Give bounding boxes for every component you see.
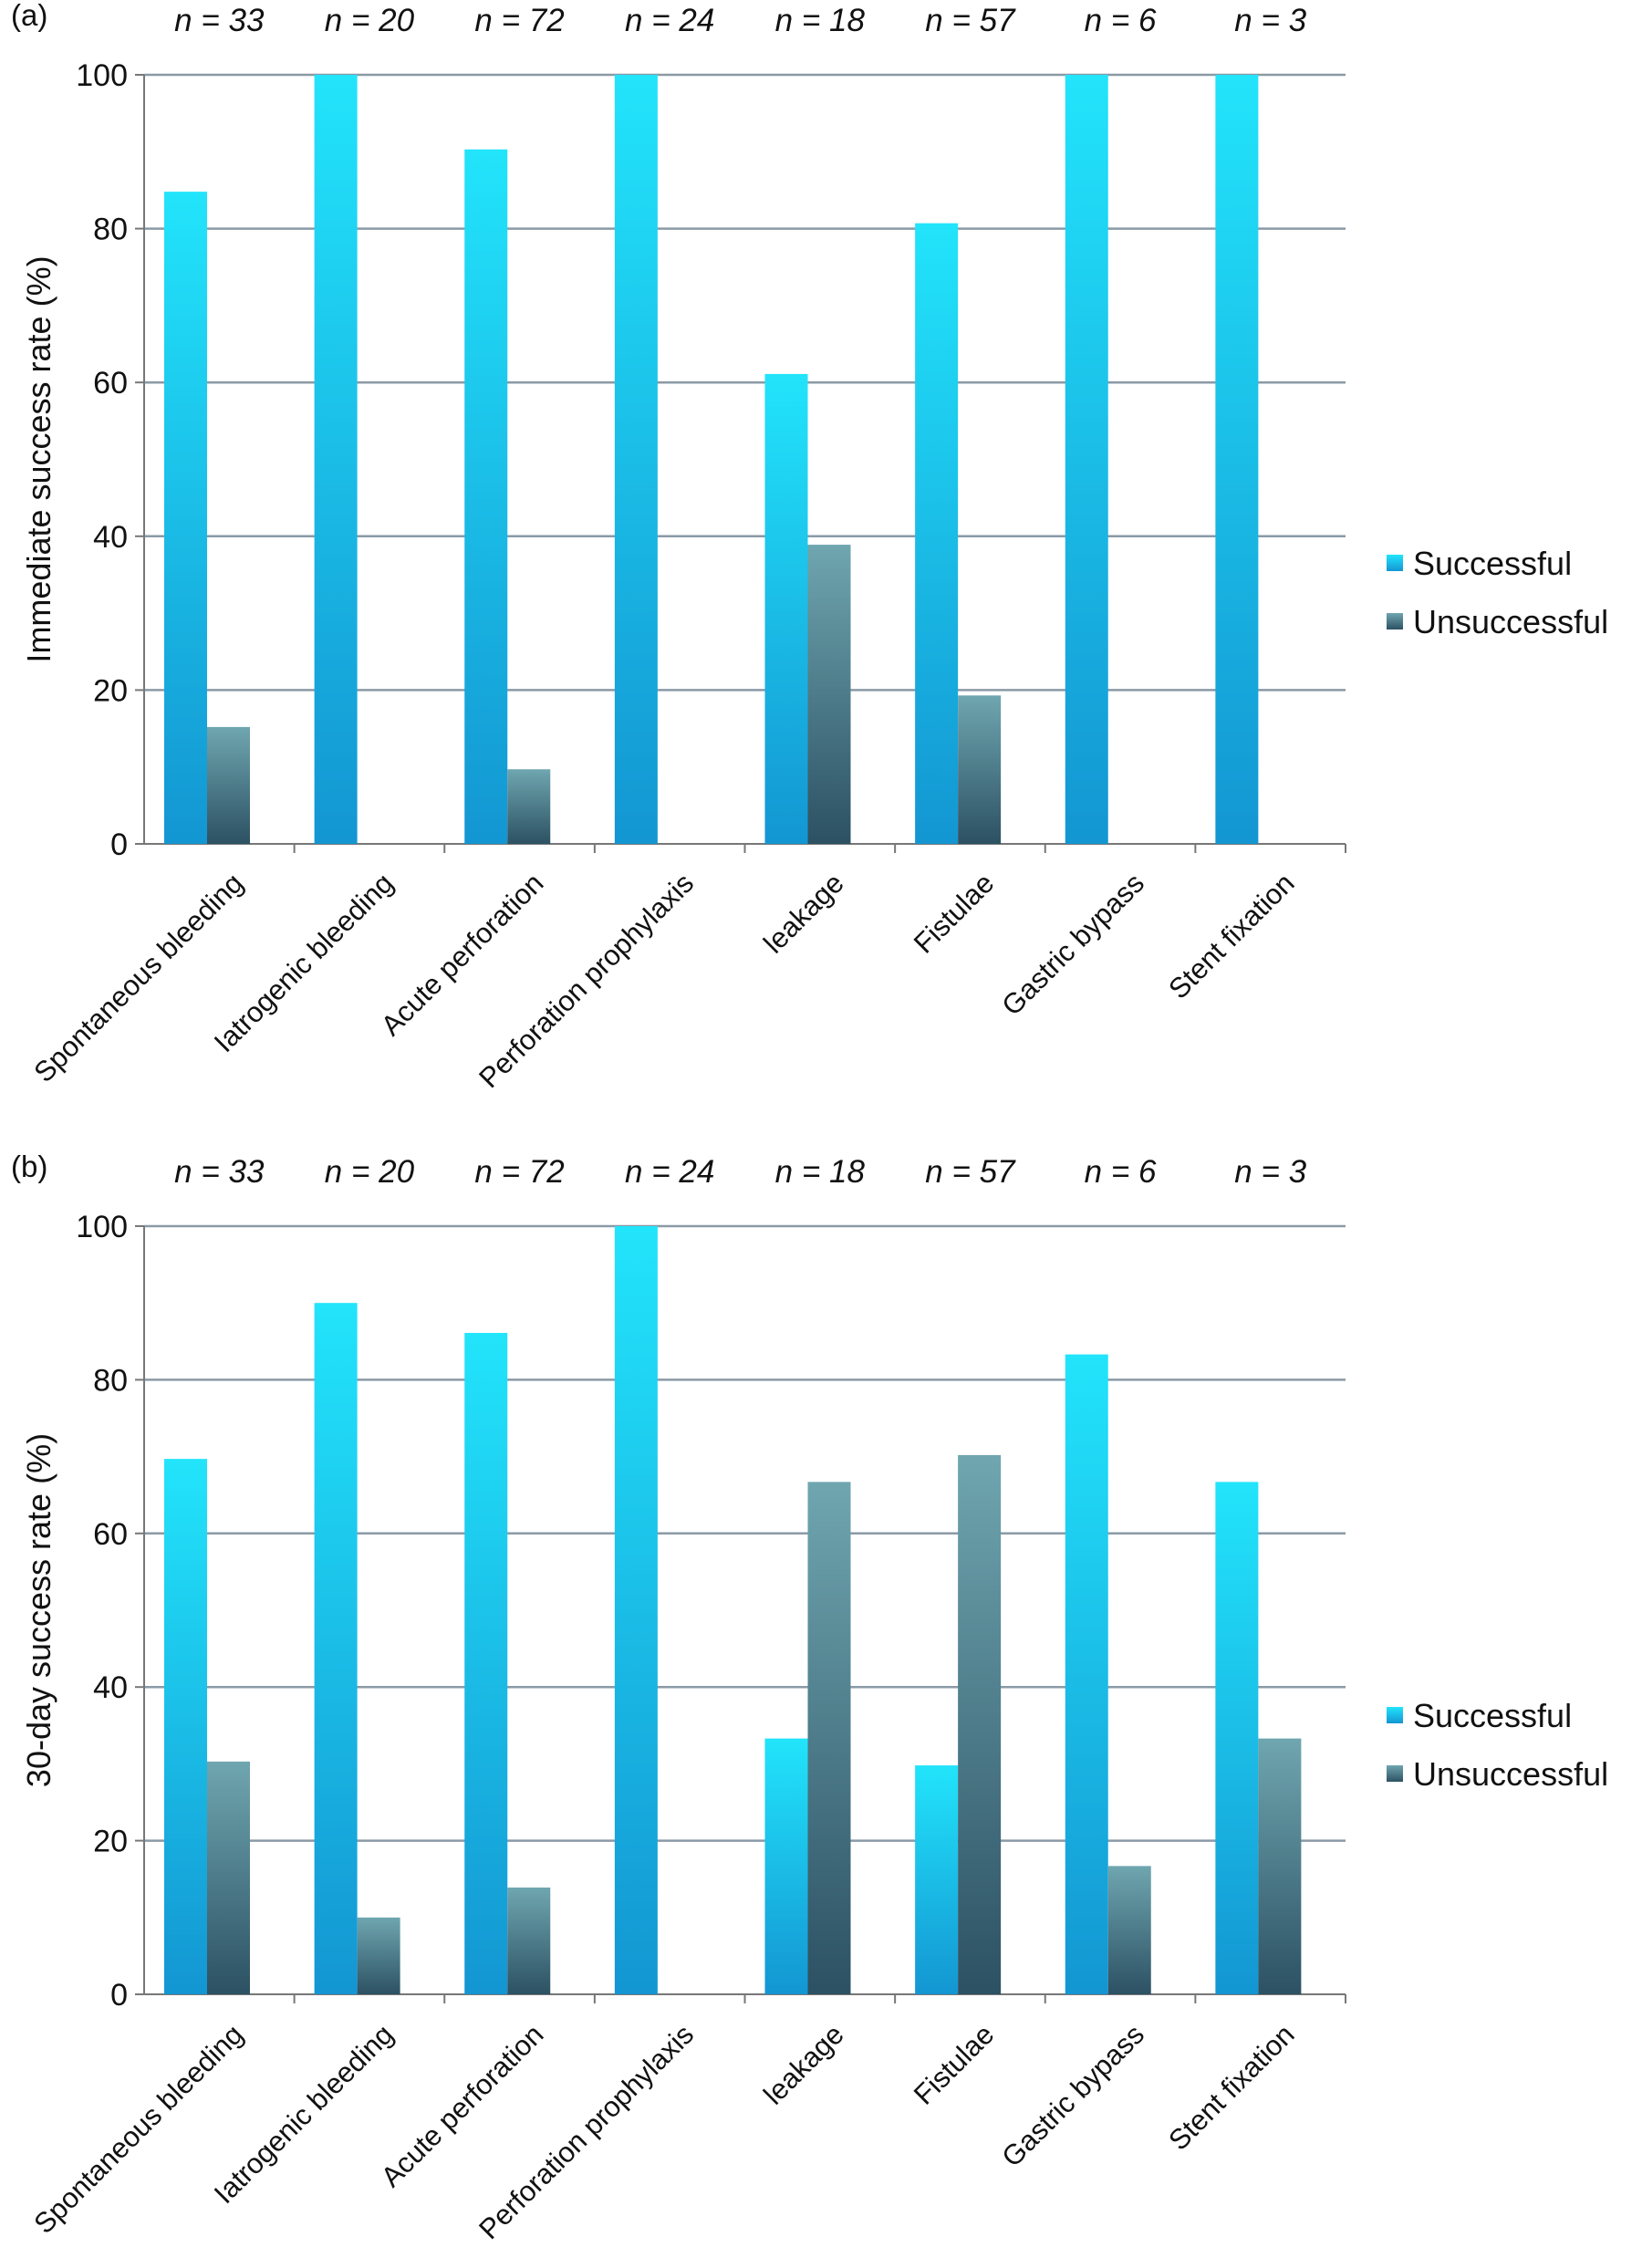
y-tick-label: 60 bbox=[93, 1517, 128, 1552]
bar-successful bbox=[764, 1738, 808, 1994]
bar-successful bbox=[1065, 1354, 1108, 1994]
chart-panel-b: (b) 0 20 40 60 80 100 30-day success rate (%) n … bbox=[11, 1150, 1608, 2245]
bar-successful bbox=[1215, 1482, 1259, 1994]
chart-panel-a: (a) 0 20 40 60 80 100 Immediate success rate (%… bbox=[11, 0, 1608, 1094]
bar-unsuccessful bbox=[507, 769, 551, 844]
bar-unsuccessful bbox=[958, 695, 1002, 844]
x-tick-label: Stent fixation bbox=[1162, 867, 1300, 1004]
bar-successful bbox=[1215, 75, 1259, 844]
x-tick-label: Stent fixation bbox=[1162, 2018, 1300, 2156]
y-tick-label: 80 bbox=[93, 1363, 128, 1398]
sample-size-label: n = 33 bbox=[174, 3, 265, 38]
bar-successful bbox=[1065, 75, 1108, 844]
x-tick-label: Spontaneous bleeding bbox=[27, 2018, 249, 2240]
bar-unsuccessful bbox=[1107, 1866, 1151, 1994]
bar-successful bbox=[915, 223, 959, 845]
x-tick-label: Acute perforation bbox=[375, 2018, 550, 2193]
sample-size-label: n = 18 bbox=[775, 1154, 866, 1190]
bar-successful bbox=[464, 149, 508, 844]
sample-size-label: n = 18 bbox=[775, 3, 866, 38]
y-tick-label: 40 bbox=[93, 1670, 128, 1705]
bar-unsuccessful bbox=[807, 545, 851, 844]
x-tick-label: Acute perforation bbox=[375, 867, 550, 1042]
x-tick-label: Gastric bypass bbox=[995, 867, 1150, 1022]
y-tick-label: 80 bbox=[93, 213, 128, 247]
bar-successful bbox=[164, 192, 207, 845]
y-tick-label: 100 bbox=[76, 1210, 128, 1244]
x-tick-label: Fistulae bbox=[908, 2018, 1001, 2111]
bar-successful bbox=[614, 1226, 658, 1994]
legend-swatch bbox=[1387, 613, 1403, 629]
legend-swatch bbox=[1387, 1765, 1403, 1782]
sample-size-label: n = 3 bbox=[1234, 3, 1306, 38]
sample-size-label: n = 20 bbox=[325, 3, 415, 38]
bar-unsuccessful bbox=[507, 1887, 551, 1994]
sample-size-label: n = 24 bbox=[625, 3, 714, 38]
x-tick-label: leakage bbox=[757, 867, 850, 960]
panel-label: (b) bbox=[11, 1150, 47, 1183]
y-axis-label: Immediate success rate (%) bbox=[20, 255, 57, 662]
x-tick-label: Gastric bypass bbox=[995, 2018, 1150, 2173]
sample-size-label: n = 57 bbox=[925, 3, 1016, 38]
bar-unsuccessful bbox=[958, 1454, 1002, 1994]
y-tick-label: 0 bbox=[110, 1978, 128, 2013]
y-tick-label: 40 bbox=[93, 520, 128, 555]
y-tick-label: 0 bbox=[110, 827, 128, 862]
panel-label: (a) bbox=[11, 0, 47, 32]
sample-size-label: n = 6 bbox=[1085, 3, 1157, 38]
y-tick-label: 60 bbox=[93, 366, 128, 401]
bar-unsuccessful bbox=[357, 1917, 400, 1994]
bar-successful bbox=[764, 373, 808, 844]
sample-size-label: n = 72 bbox=[474, 3, 564, 38]
bar-successful bbox=[314, 75, 358, 844]
legend-label: Unsuccessful bbox=[1413, 603, 1608, 640]
x-tick-label: leakage bbox=[757, 2018, 850, 2111]
bar-unsuccessful bbox=[807, 1482, 851, 1994]
legend-label: Unsuccessful bbox=[1413, 1755, 1608, 1793]
sample-size-label: n = 72 bbox=[474, 1154, 564, 1190]
sample-size-label: n = 57 bbox=[925, 1154, 1016, 1190]
sample-size-label: n = 33 bbox=[174, 1154, 265, 1190]
sample-size-label: n = 20 bbox=[325, 1154, 415, 1190]
sample-size-label: n = 24 bbox=[625, 1154, 714, 1190]
y-tick-label: 20 bbox=[93, 673, 128, 708]
legend-swatch bbox=[1387, 1707, 1403, 1723]
x-tick-label: Spontaneous bleeding bbox=[27, 867, 249, 1088]
y-tick-label: 100 bbox=[76, 58, 128, 93]
y-tick-label: 20 bbox=[93, 1825, 128, 1859]
legend-label: Successful bbox=[1413, 545, 1572, 582]
bar-successful bbox=[915, 1765, 959, 1994]
legend-label: Successful bbox=[1413, 1697, 1572, 1734]
bar-successful bbox=[614, 75, 658, 844]
bar-successful bbox=[164, 1459, 207, 1994]
bar-unsuccessful bbox=[207, 726, 250, 844]
y-axis-label: 30-day success rate (%) bbox=[20, 1433, 57, 1787]
legend-swatch bbox=[1387, 555, 1403, 571]
sample-size-label: n = 6 bbox=[1085, 1154, 1157, 1190]
bar-successful bbox=[464, 1333, 508, 1994]
bar-unsuccessful bbox=[1258, 1738, 1302, 1994]
bar-unsuccessful bbox=[207, 1761, 250, 1994]
bar-successful bbox=[314, 1303, 358, 1994]
x-tick-label: Fistulae bbox=[908, 867, 1001, 960]
sample-size-label: n = 3 bbox=[1234, 1154, 1306, 1190]
